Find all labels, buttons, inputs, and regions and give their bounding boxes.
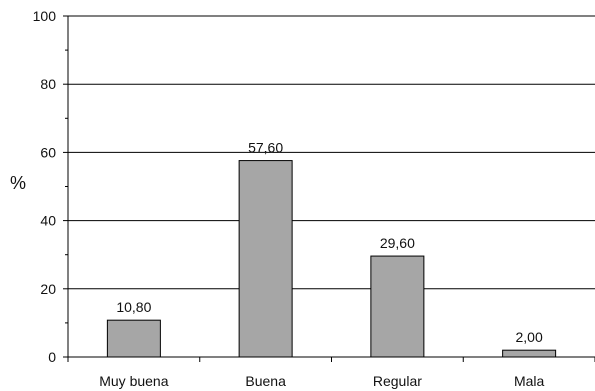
bar-regular bbox=[370, 255, 425, 358]
y-tick-label: 80 bbox=[40, 76, 56, 92]
data-label: 2,00 bbox=[516, 329, 543, 345]
x-tick-labels: Muy buena Buena Regular Mala bbox=[99, 373, 544, 389]
y-tick-labels: 0 20 40 60 80 100 bbox=[33, 8, 57, 365]
y-tick-label: 40 bbox=[40, 213, 56, 229]
x-tick-label: Muy buena bbox=[99, 373, 168, 389]
x-tick-label: Regular bbox=[373, 373, 422, 389]
y-tick-label: 60 bbox=[40, 144, 56, 160]
data-label: 29,60 bbox=[380, 235, 415, 251]
bar-muy-buena bbox=[106, 319, 161, 358]
y-tick-label: 20 bbox=[40, 281, 56, 297]
gridlines bbox=[68, 15, 595, 290]
bar-buena bbox=[238, 160, 293, 358]
bar-mala bbox=[502, 349, 557, 358]
data-label: 10,80 bbox=[116, 299, 151, 315]
x-tick-label: Buena bbox=[245, 373, 286, 389]
axes bbox=[63, 15, 595, 362]
y-tick-label: 100 bbox=[33, 8, 57, 24]
y-axis-title: % bbox=[10, 173, 26, 193]
data-label: 57,60 bbox=[248, 140, 283, 156]
bars bbox=[106, 160, 557, 358]
y-tick-label: 0 bbox=[48, 349, 56, 365]
x-tick-label: Mala bbox=[514, 373, 545, 389]
value-labels: 10,80 57,60 29,60 2,00 bbox=[116, 140, 543, 346]
